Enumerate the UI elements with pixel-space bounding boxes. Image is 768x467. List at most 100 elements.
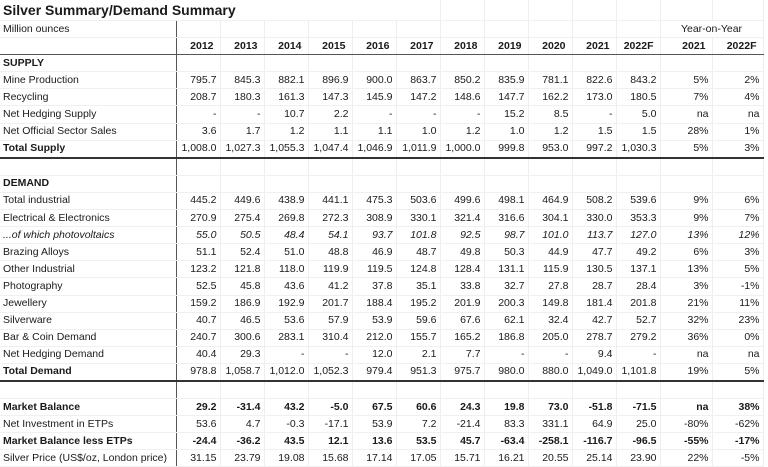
- data-cell[interactable]: 165.2: [440, 329, 485, 347]
- empty-cell[interactable]: [484, 157, 529, 176]
- data-cell[interactable]: 13.6: [352, 432, 397, 451]
- data-cell[interactable]: 1.2: [264, 123, 309, 141]
- column-header-year[interactable]: 2017: [396, 37, 441, 56]
- empty-cell[interactable]: [440, 380, 485, 400]
- yoy-cell[interactable]: 13%: [659, 226, 713, 245]
- data-cell[interactable]: 53.5: [396, 432, 441, 451]
- data-cell[interactable]: -258.1: [528, 432, 573, 451]
- empty-cell[interactable]: [528, 157, 573, 176]
- empty-cell[interactable]: [396, 20, 441, 39]
- data-cell[interactable]: 180.3: [220, 88, 265, 107]
- data-cell[interactable]: 20.55: [528, 449, 573, 467]
- data-cell[interactable]: 205.0: [528, 329, 573, 347]
- row-label[interactable]: Market Balance less ETPs: [0, 432, 177, 451]
- empty-cell[interactable]: [264, 380, 309, 400]
- yoy-cell[interactable]: -80%: [659, 415, 713, 434]
- yoy-cell[interactable]: 9%: [659, 192, 713, 211]
- data-cell[interactable]: 186.8: [484, 329, 529, 347]
- yoy-cell[interactable]: 19%: [659, 362, 713, 382]
- data-cell[interactable]: -: [616, 346, 661, 364]
- data-cell[interactable]: 1,046.9: [352, 139, 397, 159]
- data-cell[interactable]: 59.6: [396, 312, 441, 330]
- column-header-year[interactable]: 2018: [440, 37, 485, 56]
- data-cell[interactable]: 32.4: [528, 312, 573, 330]
- data-cell[interactable]: 52.4: [220, 243, 265, 262]
- row-label[interactable]: Recycling: [0, 88, 177, 107]
- data-cell[interactable]: 53.6: [264, 312, 309, 330]
- data-cell[interactable]: 503.6: [396, 192, 441, 211]
- empty-cell[interactable]: [396, 0, 441, 21]
- yoy-cell[interactable]: -5%: [712, 449, 764, 467]
- data-cell[interactable]: 1,008.0: [176, 139, 221, 159]
- section-heading[interactable]: DEMAND: [0, 175, 177, 193]
- data-cell[interactable]: 201.7: [308, 295, 353, 313]
- empty-cell[interactable]: [616, 54, 661, 73]
- data-cell[interactable]: 896.9: [308, 71, 353, 90]
- empty-cell[interactable]: [352, 380, 397, 400]
- data-cell[interactable]: 48.8: [308, 243, 353, 262]
- data-cell[interactable]: 162.2: [528, 88, 573, 107]
- empty-cell[interactable]: [712, 380, 764, 400]
- yoy-cell[interactable]: 3%: [712, 243, 764, 262]
- data-cell[interactable]: 113.7: [572, 226, 617, 245]
- row-label[interactable]: Net Investment in ETPs: [0, 415, 177, 434]
- empty-cell[interactable]: [440, 175, 485, 193]
- empty-cell[interactable]: [484, 380, 529, 400]
- column-header-yoy[interactable]: 2022F: [712, 37, 764, 56]
- data-cell[interactable]: 539.6: [616, 192, 661, 211]
- data-cell[interactable]: 999.8: [484, 139, 529, 159]
- data-cell[interactable]: 8.5: [528, 105, 573, 124]
- data-cell[interactable]: 17.14: [352, 449, 397, 467]
- empty-cell[interactable]: [659, 54, 713, 73]
- empty-cell[interactable]: [528, 380, 573, 400]
- data-cell[interactable]: 353.3: [616, 209, 661, 228]
- data-cell[interactable]: 1.2: [440, 123, 485, 141]
- column-header-yoy[interactable]: 2021: [659, 37, 713, 56]
- empty-cell[interactable]: [484, 54, 529, 73]
- empty-cell[interactable]: [572, 20, 617, 39]
- data-cell[interactable]: 498.1: [484, 192, 529, 211]
- data-cell[interactable]: 9.4: [572, 346, 617, 364]
- empty-cell[interactable]: [396, 157, 441, 176]
- data-cell[interactable]: 101.8: [396, 226, 441, 245]
- data-cell[interactable]: 137.1: [616, 260, 661, 279]
- yoy-cell[interactable]: 5%: [659, 71, 713, 90]
- data-cell[interactable]: 15.68: [308, 449, 353, 467]
- empty-cell[interactable]: [528, 175, 573, 193]
- data-cell[interactable]: 23.79: [220, 449, 265, 467]
- empty-cell[interactable]: [0, 380, 177, 400]
- data-cell[interactable]: -: [572, 105, 617, 124]
- yoy-cell[interactable]: 22%: [659, 449, 713, 467]
- empty-cell[interactable]: [352, 20, 397, 39]
- data-cell[interactable]: -24.4: [176, 432, 221, 451]
- empty-cell[interactable]: [352, 157, 397, 176]
- empty-cell[interactable]: [396, 380, 441, 400]
- data-cell[interactable]: 159.2: [176, 295, 221, 313]
- data-cell[interactable]: 1.0: [396, 123, 441, 141]
- empty-cell[interactable]: [659, 175, 713, 193]
- data-cell[interactable]: 208.7: [176, 88, 221, 107]
- data-cell[interactable]: 50.3: [484, 243, 529, 262]
- yoy-cell[interactable]: 13%: [659, 260, 713, 279]
- data-cell[interactable]: 822.6: [572, 71, 617, 90]
- data-cell[interactable]: 882.1: [264, 71, 309, 90]
- data-cell[interactable]: 33.8: [440, 277, 485, 296]
- yoy-cell[interactable]: na: [659, 398, 713, 417]
- yoy-cell[interactable]: -55%: [659, 432, 713, 451]
- yoy-cell[interactable]: 7%: [659, 88, 713, 107]
- data-cell[interactable]: 119.5: [352, 260, 397, 279]
- column-header-year[interactable]: 2016: [352, 37, 397, 56]
- data-cell[interactable]: 148.6: [440, 88, 485, 107]
- yoy-cell[interactable]: -17%: [712, 432, 764, 451]
- data-cell[interactable]: 279.2: [616, 329, 661, 347]
- data-cell[interactable]: 115.9: [528, 260, 573, 279]
- yoy-cell[interactable]: 23%: [712, 312, 764, 330]
- data-cell[interactable]: 46.9: [352, 243, 397, 262]
- data-cell[interactable]: 1.0: [484, 123, 529, 141]
- data-cell[interactable]: -5.0: [308, 398, 353, 417]
- row-label[interactable]: Total Supply: [0, 139, 177, 159]
- data-cell[interactable]: 93.7: [352, 226, 397, 245]
- data-cell[interactable]: 1,055.3: [264, 139, 309, 159]
- data-cell[interactable]: 43.6: [264, 277, 309, 296]
- empty-cell[interactable]: [176, 157, 221, 176]
